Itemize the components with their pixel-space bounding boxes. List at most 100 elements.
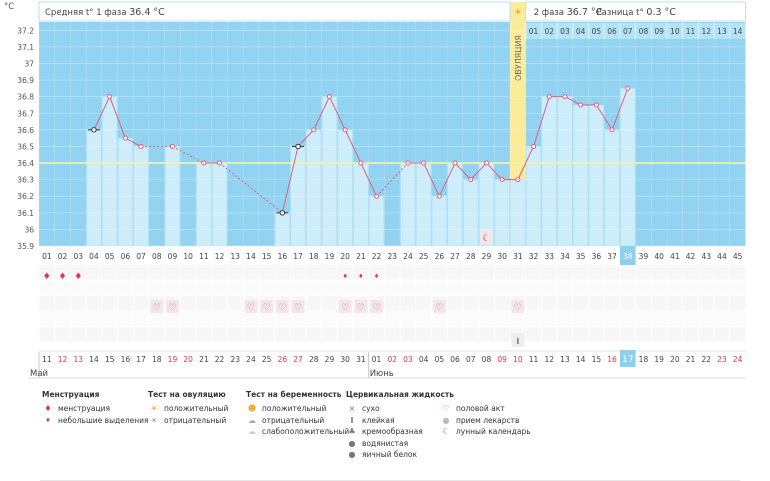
phase2-day-cell	[651, 23, 667, 39]
phase2-day-number: 06	[607, 27, 617, 36]
phase2-day-number: 03	[560, 27, 570, 36]
temperature-bar	[416, 162, 432, 247]
temperature-bar	[337, 129, 353, 247]
cycle-day-number: 36	[592, 252, 602, 261]
y-tick-label: 37	[24, 59, 34, 68]
intercourse-cell	[260, 300, 273, 313]
cycle-day-number: 05	[105, 252, 115, 261]
cycle-day-number: 43	[701, 252, 711, 261]
marker-tracks	[38, 265, 746, 342]
cycle-day-number: 16	[278, 252, 288, 261]
phase2-day-number: 07	[623, 27, 633, 36]
intercourse-cell	[150, 300, 164, 313]
calendar-date: 20	[183, 355, 193, 364]
legend-label: менструация	[58, 404, 110, 414]
cycle-day-number: 21	[356, 252, 366, 261]
temperature-segment	[219, 162, 283, 214]
temperature-point	[217, 160, 223, 166]
phase2-day-cell	[541, 23, 558, 39]
calendar-date: 30	[340, 355, 350, 364]
calendar-date: 01	[372, 355, 382, 364]
cycle-day-number: 26	[435, 252, 445, 261]
temperature-point	[311, 127, 317, 133]
cycle-day-number: 08	[152, 252, 162, 261]
temperature-point	[405, 160, 411, 166]
legend-other: . ♡половой акт ●прием лекарств ☾лунный к…	[440, 390, 531, 438]
temperature-point	[358, 160, 364, 166]
phase2-day-cell	[525, 23, 542, 39]
temperature-point	[295, 143, 301, 150]
phase2-day-cell	[604, 23, 620, 39]
cycle-day-number: 20	[340, 252, 350, 261]
legend-label: положительный	[262, 404, 327, 414]
calendar-date: 13	[73, 355, 83, 364]
calendar-date: 15	[592, 355, 602, 364]
temperature-point	[562, 94, 568, 100]
y-tick-label: 36.8	[17, 93, 34, 102]
heart-icon: ♡	[435, 303, 443, 313]
calendar-date: 24	[733, 355, 743, 364]
temperature-segment	[297, 129, 315, 147]
legend-label: кремообразная	[362, 427, 423, 437]
ovulation-label: ОВУЛЯЦИЯ	[514, 35, 523, 81]
temperature-bar	[447, 162, 463, 247]
temperature-point	[515, 177, 521, 183]
phase2-day-cell	[698, 23, 715, 39]
cloud-light-icon: ☁	[248, 427, 256, 437]
moon-icon: ☾	[442, 427, 450, 437]
intercourse-cell	[511, 300, 525, 313]
legend-label: лунный календарь	[456, 427, 531, 437]
cycle-day-number: 13	[230, 252, 240, 261]
marker-track	[39, 265, 746, 280]
spotting-icon: ♦	[374, 273, 379, 280]
sun-grey-icon: ☀	[150, 415, 158, 425]
phase2-average: 2 фаза 36.7 °C	[534, 7, 603, 18]
cycle-day-numbers: 01 02 03 04 05 06 07 08 09 10 11 12 13 14 15 16 17 18 19 20…	[42, 246, 743, 265]
marker-track	[39, 311, 746, 326]
legend-menstruation: Менструация ♦ менструация ♦ небольшие выде…	[42, 390, 149, 426]
calendar-date: 07	[466, 355, 476, 364]
heart-icon: ♡	[442, 404, 450, 414]
calendar-date: 12	[58, 355, 68, 364]
temperature-point	[107, 94, 113, 100]
y-tick-label: 36.7	[17, 109, 34, 118]
phase1-average-value: 36.4 °C	[129, 7, 165, 18]
temperature-point	[91, 127, 97, 133]
temperature-point	[609, 127, 615, 133]
heart-icon: ♡	[514, 303, 522, 313]
watery-icon: ●	[348, 438, 356, 448]
phase2-day-number: 14	[733, 27, 743, 36]
cycle-day-number: 28	[466, 252, 476, 261]
sticky-icon: I	[350, 415, 354, 425]
y-unit-label: °C	[4, 2, 14, 12]
temperature-point	[546, 94, 552, 100]
heart-icon: ♡	[294, 303, 302, 313]
marker-track	[39, 280, 746, 295]
temperature-segment	[533, 96, 550, 147]
marker-track	[39, 296, 746, 311]
y-tick-label: 36.1	[17, 209, 34, 218]
calendar-date: 16	[121, 355, 131, 364]
phase2-average-value: 36.7 °C	[567, 7, 603, 18]
phase2-day-cell	[667, 23, 683, 39]
temperature-point	[531, 143, 537, 149]
cycle-day-number: 09	[168, 252, 178, 261]
marker-track	[39, 327, 746, 342]
temperature-point	[138, 143, 144, 149]
cycle-day-number: 02	[58, 252, 68, 261]
temperature-difference: Разница t° 0.3 °C	[597, 7, 677, 18]
smile-icon: ☻	[247, 404, 257, 414]
legend-label: прием лекарств	[456, 415, 520, 425]
intercourse-cell	[291, 300, 305, 313]
temperature-bar	[353, 162, 369, 247]
temperature-point	[483, 160, 489, 166]
legend-label: сухо	[362, 404, 380, 414]
y-tick-label: 37.2	[17, 26, 34, 35]
y-axis-ticks: 35.9 36 36.1 36.2 36.3 36.4 36.5 36.6 36.7 36.8 36…	[17, 26, 34, 251]
chart-header: Средняя t° 1 фаза 36.4 °C ☀ 2 фаза 36.7 °C…	[38, 1, 747, 39]
cloud-icon: ☁	[248, 415, 256, 425]
creamy-icon: ♣	[348, 427, 356, 437]
heart-icon: ♡	[341, 303, 349, 313]
cycle-day-number: 01	[42, 252, 52, 261]
